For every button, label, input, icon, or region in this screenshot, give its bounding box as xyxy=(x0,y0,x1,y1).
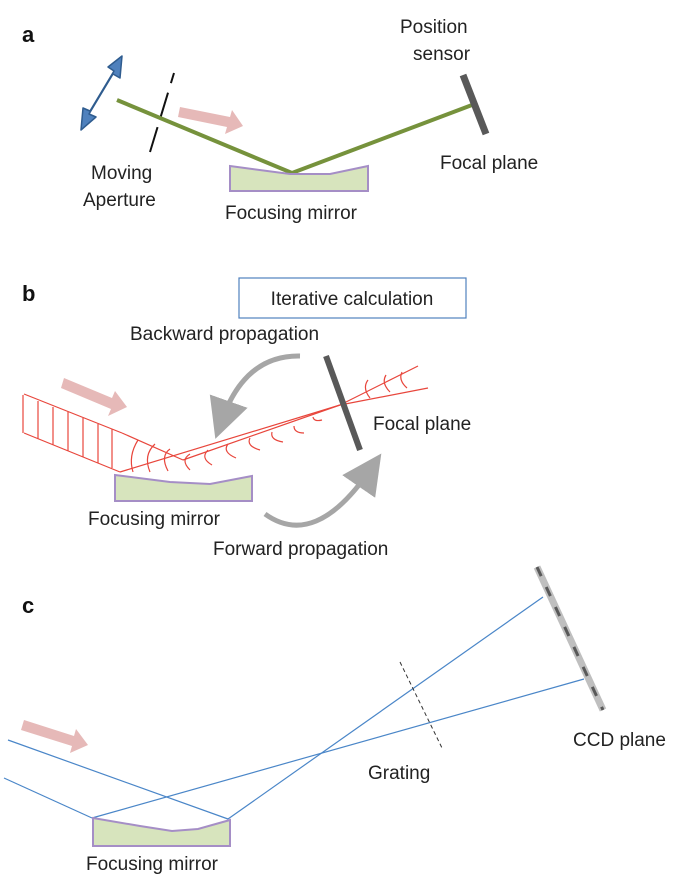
moving-aperture xyxy=(149,72,175,153)
focal-plane-label-a: Focal plane xyxy=(440,153,538,174)
backward-propagation-label: Backward propagation xyxy=(130,324,319,345)
position-sensor-label-line2: sensor xyxy=(413,44,471,65)
focal-plane-b xyxy=(323,354,363,452)
forward-propagation-label: Forward propagation xyxy=(213,539,388,560)
beam-path xyxy=(116,98,473,176)
panel-b-label: b xyxy=(22,281,35,306)
grating-label: Grating xyxy=(368,763,430,784)
incident-beam-arrow xyxy=(178,107,243,134)
position-sensor xyxy=(459,73,490,136)
focal-plane-label-b: Focal plane xyxy=(373,414,471,435)
focusing-mirror-a xyxy=(229,164,369,192)
iterative-calculation-box xyxy=(238,277,467,319)
panel-a-label: a xyxy=(22,22,35,47)
grating xyxy=(399,661,444,751)
focusing-mirror-c xyxy=(92,816,231,847)
focusing-mirror-label-c: Focusing mirror xyxy=(86,854,219,875)
panel-b: b Iterative calculation Backward propaga… xyxy=(22,277,471,560)
ccd-plane-label: CCD plane xyxy=(573,730,666,751)
ccd-pixel-marks xyxy=(535,566,605,711)
focusing-mirror-label-a: Focusing mirror xyxy=(225,203,358,224)
moving-aperture-label-line2: Aperture xyxy=(83,190,156,211)
focusing-mirror-b xyxy=(114,473,253,502)
iterative-calculation-label: Iterative calculation xyxy=(271,289,434,310)
panel-c-label: c xyxy=(22,593,34,618)
backward-propagation-arrow xyxy=(209,353,301,439)
focusing-mirror-label-b: Focusing mirror xyxy=(88,509,221,530)
panel-c: c CCD plane Grating Focusing mirror xyxy=(3,565,666,875)
aperture-motion-arrow xyxy=(80,55,123,131)
ray-bundle xyxy=(22,365,429,473)
forward-propagation-arrow xyxy=(263,453,382,528)
incident-beam-arrow-b xyxy=(61,378,127,416)
position-sensor-label-line1: Position xyxy=(400,17,468,38)
blue-ray-paths xyxy=(3,596,585,820)
moving-aperture-label-line1: Moving xyxy=(91,163,152,184)
panel-a: a Moving Aperture Focusing mirror Positi… xyxy=(22,17,538,224)
incident-beam-arrow-c xyxy=(21,720,88,753)
